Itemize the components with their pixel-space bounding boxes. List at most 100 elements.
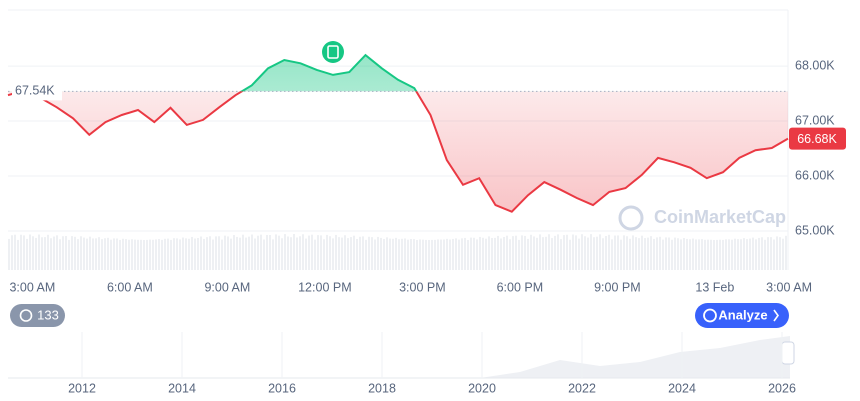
volume-bar — [647, 237, 649, 270]
volume-bar — [464, 237, 466, 270]
navigator-year: 2026 — [768, 381, 796, 395]
volume-bar — [119, 239, 121, 270]
volume-bar — [593, 237, 595, 270]
volume-bar — [554, 235, 556, 270]
volume-bar — [23, 235, 25, 270]
volume-bar — [155, 239, 157, 270]
analyze-button[interactable] — [695, 303, 789, 328]
volume-bar — [608, 234, 610, 270]
volume-bar — [527, 238, 529, 270]
watermark: CoinMarketCap — [654, 207, 786, 227]
volume-bar — [332, 238, 334, 270]
volume-bar — [71, 236, 73, 270]
volume-bar — [143, 239, 145, 270]
volume-bar — [125, 239, 127, 270]
navigator: 2012 2014 2016 2018 2020 2022 2024 2026 — [8, 332, 796, 395]
volume-bar — [368, 236, 370, 270]
volume-bar — [698, 239, 700, 270]
volume-bar — [695, 239, 697, 270]
volume-bar — [329, 236, 331, 270]
volume-bar — [383, 239, 385, 270]
volume-bar — [224, 235, 226, 270]
volume-bar — [758, 237, 760, 270]
volume-bar — [95, 238, 97, 270]
volume-bar — [395, 237, 397, 270]
volume-bar — [371, 237, 373, 270]
volume-bar — [410, 239, 412, 270]
volume-bar — [479, 236, 481, 270]
volume-bar — [365, 239, 367, 270]
volume-bar — [731, 239, 733, 270]
volume-bar — [740, 239, 742, 270]
volume-bar — [440, 239, 442, 270]
news-icon-doc — [327, 45, 339, 59]
volume-bar — [485, 238, 487, 270]
volume-bar — [407, 239, 409, 270]
navigator-year: 2012 — [68, 381, 96, 395]
volume-bar — [293, 234, 295, 270]
volume-bar — [179, 239, 181, 270]
volume-bar — [782, 238, 784, 270]
volume-bar — [437, 239, 439, 270]
volume-bar — [503, 236, 505, 270]
baseline-label: 67.54K — [15, 84, 55, 98]
volume-bar — [524, 235, 526, 270]
volume-bar — [299, 236, 301, 270]
volume-bar — [641, 235, 643, 270]
volume-bar — [446, 238, 448, 270]
volume-bar — [572, 234, 574, 270]
volume-bar — [149, 239, 151, 270]
volume-bar — [707, 239, 709, 270]
volume-bar — [638, 238, 640, 270]
x-tick-label: 3:00 AM — [766, 280, 812, 294]
volume-bar — [287, 236, 289, 270]
volume-bar — [497, 235, 499, 270]
volume-bar — [101, 239, 103, 270]
volume-bar — [200, 236, 202, 270]
volume-bar — [323, 239, 325, 270]
y-tick-label: 66.00K — [795, 168, 835, 182]
volume-bar — [317, 235, 319, 270]
x-tick-label: 6:00 PM — [497, 280, 544, 294]
volume-bar — [422, 239, 424, 270]
volume-bar — [773, 239, 775, 270]
volume-bar — [713, 239, 715, 270]
volume-bar — [104, 238, 106, 270]
baseline-label-bg — [12, 82, 62, 101]
current-price-badge — [789, 127, 846, 150]
volume-bar — [50, 238, 52, 270]
volume-bar — [548, 234, 550, 270]
volume-bar — [290, 237, 292, 270]
volume-bar — [221, 239, 223, 270]
volume-bar — [227, 236, 229, 270]
volume-bar — [35, 237, 37, 270]
volume-bar — [665, 237, 667, 270]
volume-bar — [737, 239, 739, 270]
x-axis: 3:00 AM 6:00 AM 9:00 AM 12:00 PM 3:00 PM 6:00… — [9, 280, 812, 294]
plot: 67.54K 66.68K — [7, 53, 846, 213]
volume-bar — [206, 237, 208, 270]
volume-bar — [134, 239, 136, 270]
volume-bar — [749, 238, 751, 270]
volume-bar — [140, 239, 142, 270]
volume-bar — [392, 238, 394, 270]
volume-bar — [563, 235, 565, 270]
navigator-area — [8, 336, 790, 378]
analyze-icon — [703, 308, 717, 323]
volume-bar — [335, 234, 337, 270]
volume-bar — [461, 238, 463, 270]
volume-bar — [467, 239, 469, 270]
volume-bar — [530, 234, 532, 270]
volume-bar — [203, 238, 205, 270]
volume-bar — [380, 237, 382, 270]
navigator-year: 2018 — [368, 381, 396, 395]
volume-bar — [509, 239, 511, 270]
volume-bar — [623, 235, 625, 270]
volume-bar — [248, 236, 250, 270]
volume-bar — [260, 234, 262, 270]
volume-bar — [452, 238, 454, 270]
volume-bar — [494, 237, 496, 270]
volume-bar — [173, 238, 175, 270]
volume-bar — [32, 236, 34, 270]
navigator-handle[interactable] — [781, 341, 795, 365]
